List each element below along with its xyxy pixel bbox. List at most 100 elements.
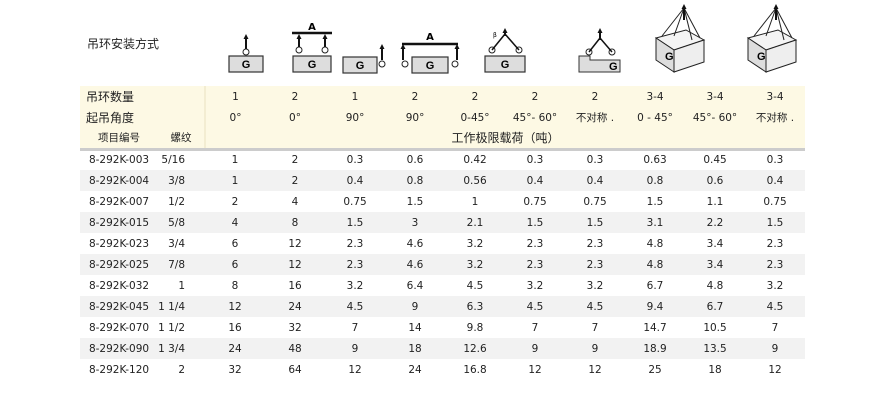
load-value: 0.3 xyxy=(346,154,364,167)
multi-box-lifting-diagram-icon: G xyxy=(648,0,708,85)
item-code: 8-292K-070 xyxy=(88,321,150,334)
load-value: 64 xyxy=(288,363,302,376)
load-value: 0.56 xyxy=(445,170,506,191)
load-value: 0.75 xyxy=(583,195,607,208)
load-value: 4.5 xyxy=(505,296,566,317)
load-value: 2.3 xyxy=(766,237,784,250)
load-value: 10.5 xyxy=(703,321,727,334)
load-value: 0.3 xyxy=(766,154,784,167)
load-value: 18 xyxy=(385,338,446,359)
table-row: 8-292K-090 1 3/4 24 48 9 18 12.6 9 9 18.9 13.5 9 xyxy=(80,338,806,359)
table-row: 8-292K-025 7/8 6 12 2.3 4.6 3.2 2.3 2.3 4.8 3.4 2.3 xyxy=(80,254,806,275)
svg-text:G: G xyxy=(609,61,618,73)
load-value: 9 xyxy=(325,338,386,359)
load-value: 3.2 xyxy=(526,279,544,292)
angle-cell: 0 - 45° xyxy=(625,107,686,128)
load-value: 4.5 xyxy=(745,296,806,317)
load-value: 14.7 xyxy=(643,321,667,334)
thread-size: 1 xyxy=(178,279,186,292)
load-value: 9 xyxy=(565,338,626,359)
load-value: 9.4 xyxy=(625,296,686,317)
load-value: 32 xyxy=(228,363,242,376)
item-code: 8-292K-090 xyxy=(80,338,158,359)
ring-count-cell: 3-4 xyxy=(745,86,806,107)
load-value: 12 xyxy=(265,254,326,275)
thread-size: 1 1/4 xyxy=(158,296,206,317)
load-value: 6.4 xyxy=(406,279,424,292)
thread-size: 1 3/4 xyxy=(158,338,206,359)
item-code: 8-292K-045 xyxy=(80,296,158,317)
load-value: 2.3 xyxy=(586,237,604,250)
svg-text:G: G xyxy=(665,51,674,63)
svg-text:G: G xyxy=(501,59,510,71)
load-value: 16 xyxy=(228,321,242,334)
load-value: 25 xyxy=(648,363,662,376)
load-value: 1.5 xyxy=(565,212,626,233)
load-value: 2.3 xyxy=(325,254,386,275)
load-value: 12 xyxy=(288,237,302,250)
load-value: 16.8 xyxy=(463,363,487,376)
angle-cell: 90° xyxy=(325,107,386,128)
angle-row: 起吊角度 0° 0° 90° 90° 0-45° 45°- 60° 不对称 .0 - 45° 4… xyxy=(80,107,806,128)
load-value: 2.2 xyxy=(685,212,746,233)
load-value: 3.2 xyxy=(346,279,364,292)
load-value: 4 xyxy=(291,195,299,208)
thread-size: 2 xyxy=(178,363,186,376)
load-value: 12 xyxy=(588,363,602,376)
ring-count-cell: 2 xyxy=(445,86,506,107)
load-value: 2 xyxy=(231,195,239,208)
item-code: 8-292K-007 xyxy=(88,195,150,208)
angle-cell: 45°- 60° xyxy=(685,107,746,128)
load-value: 0.45 xyxy=(703,154,727,167)
item-code: 8-292K-032 xyxy=(88,279,150,292)
load-value: 0.8 xyxy=(385,170,446,191)
single-vertical-lifting-diagram-icon: G xyxy=(222,0,282,85)
load-value: 3.2 xyxy=(766,279,784,292)
load-value: 24 xyxy=(205,338,266,359)
ring-count-cell: 2 xyxy=(385,86,446,107)
load-value: 2.3 xyxy=(526,237,544,250)
load-value: 0.75 xyxy=(763,195,787,208)
thread-size: 3/8 xyxy=(158,170,206,191)
table-row: 8-292K-032 1 8 16 3.2 6.4 4.5 3.2 3.2 6.7 4.8 3.2 xyxy=(80,275,805,296)
load-table: 吊环数量 1 2 1 2 2 2 2 3-4 3-4 3-4 起吊角度 0° 0° 90° 90° 0-45° 4… xyxy=(80,86,806,380)
angle-cell: 0° xyxy=(265,107,326,128)
load-value: 3.2 xyxy=(466,237,484,250)
load-value: 1.5 xyxy=(406,195,424,208)
svg-text:G: G xyxy=(757,51,766,63)
thread-size: 5/16 xyxy=(161,154,186,167)
load-value: 12.6 xyxy=(445,338,506,359)
load-value: 7 xyxy=(531,321,539,334)
load-value: 48 xyxy=(265,338,326,359)
svg-text:β: β xyxy=(493,32,497,39)
table-row: 8-292K-045 1 1/4 12 24 4.5 9 6.3 4.5 4.5 9.4 6.7 4.… xyxy=(80,296,806,317)
load-value: 1 xyxy=(205,170,266,191)
load-value: 0.3 xyxy=(586,154,604,167)
load-value: 4.5 xyxy=(325,296,386,317)
table-row: 8-292K-120 2 32 64 12 24 16.8 12 12 25 18 12 xyxy=(80,359,805,380)
load-value: 0.4 xyxy=(505,170,566,191)
load-value: 4 xyxy=(205,212,266,233)
load-value: 0.8 xyxy=(625,170,686,191)
thread-size: 5/8 xyxy=(158,212,206,233)
load-value: 6.7 xyxy=(646,279,664,292)
load-value: 7 xyxy=(591,321,599,334)
load-value: 9 xyxy=(505,338,566,359)
load-value: 12 xyxy=(768,363,782,376)
double-asymmetric-lifting-diagram-icon: G xyxy=(572,0,632,85)
svg-text:G: G xyxy=(308,59,317,71)
load-value: 1.5 xyxy=(325,212,386,233)
load-value: 0.4 xyxy=(745,170,806,191)
load-value: 18.9 xyxy=(625,338,686,359)
load-value: 0.6 xyxy=(685,170,746,191)
load-value: 32 xyxy=(288,321,302,334)
load-value: 0.6 xyxy=(406,154,424,167)
load-value: 24 xyxy=(265,296,326,317)
single-side-lifting-diagram-icon: G xyxy=(338,0,398,85)
load-value: 4.5 xyxy=(565,296,626,317)
angle-label: 起吊角度 xyxy=(80,107,207,128)
angle-cell: 0-45° xyxy=(445,107,506,128)
load-value: 7 xyxy=(771,321,779,334)
ring-count-cell: 1 xyxy=(325,86,386,107)
